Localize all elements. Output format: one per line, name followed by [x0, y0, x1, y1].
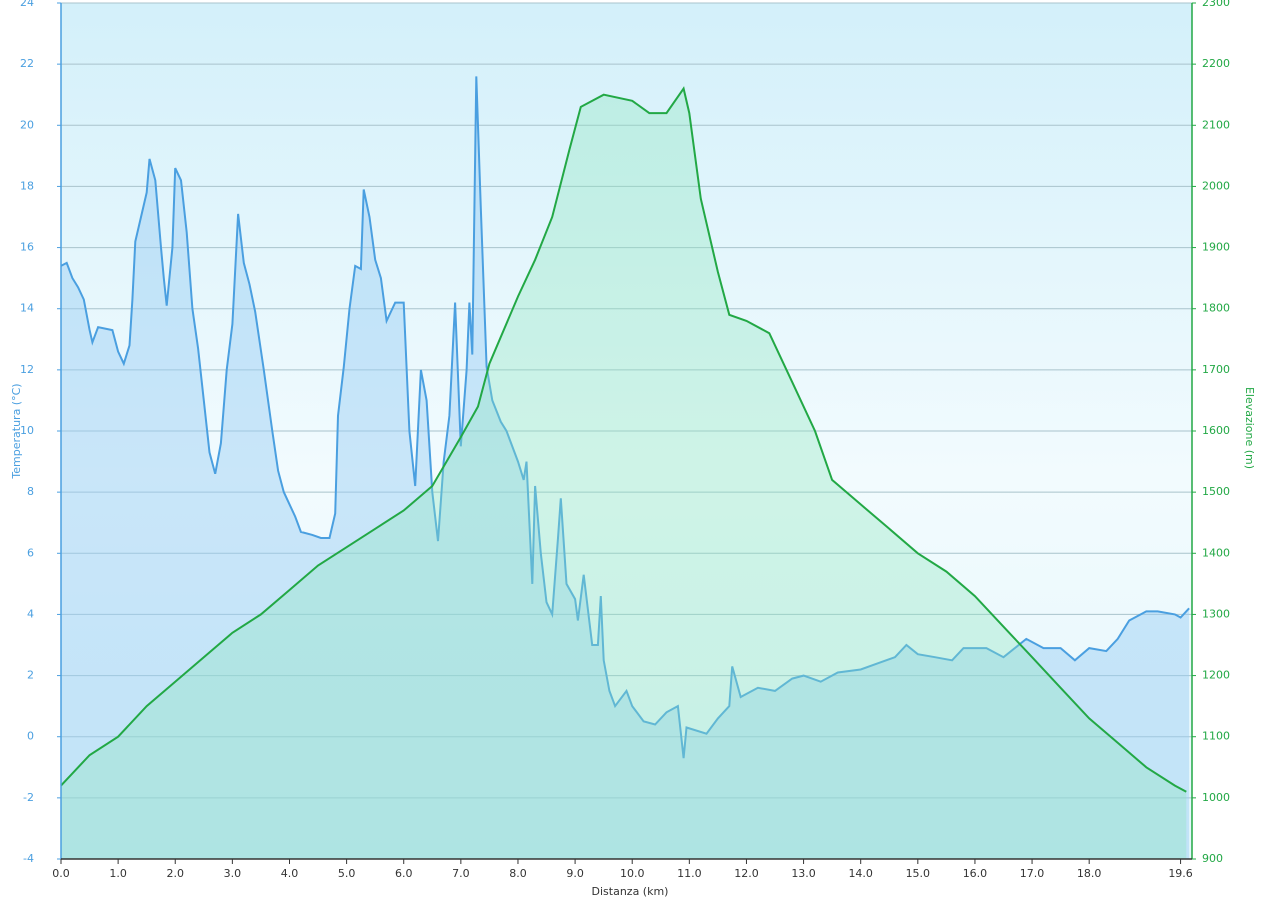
y2-tick-label: 1300 — [1202, 607, 1230, 620]
y-tick-label: 14 — [20, 302, 34, 315]
y-tick-label: -4 — [23, 852, 34, 865]
x-tick-label: 16.0 — [963, 867, 988, 880]
y2-tick-label: 1100 — [1202, 730, 1230, 743]
y-tick-label: 2 — [27, 669, 34, 682]
y2-tick-label: 1200 — [1202, 669, 1230, 682]
y2-tick-label: 1700 — [1202, 363, 1230, 376]
y2-tick-label: 1900 — [1202, 241, 1230, 254]
y-tick-label: 6 — [27, 546, 34, 559]
y-tick-label: 0 — [27, 730, 34, 743]
x-tick-label: 14.0 — [848, 867, 873, 880]
x-tick-label: 7.0 — [452, 867, 470, 880]
line — [60, 86, 1187, 793]
y2-tick-label: 1500 — [1202, 485, 1230, 498]
x-tick-label: 5.0 — [338, 867, 356, 880]
y2-axis-label: Elevazione (m) — [1243, 387, 1256, 469]
x-tick-label: 2.0 — [166, 867, 184, 880]
x-tick-label: 9.0 — [566, 867, 584, 880]
y2-tick-label: 900 — [1202, 852, 1223, 865]
y-tick-label: 8 — [27, 485, 34, 498]
y-tick-label: -2 — [23, 791, 34, 804]
x-tick-label: 19.6 — [1168, 867, 1193, 880]
y2-tick-label: 1000 — [1202, 791, 1230, 804]
x-tick-label: 4.0 — [281, 867, 299, 880]
x-tick-label: 8.0 — [509, 867, 527, 880]
y2-tick-label: 2000 — [1202, 179, 1230, 192]
y-tick-label: 24 — [20, 0, 34, 9]
y2-tick-label: 2100 — [1202, 118, 1230, 131]
area — [61, 76, 1190, 859]
x-tick-label: 0.0 — [52, 867, 70, 880]
x-tick-label: 11.0 — [677, 867, 702, 880]
y-tick-label: 10 — [20, 424, 34, 437]
x-tick-label: 10.0 — [620, 867, 645, 880]
y-tick-label: 18 — [20, 179, 34, 192]
x-tick-label: 6.0 — [395, 867, 413, 880]
x-tick-label: 12.0 — [734, 867, 759, 880]
y-tick-label: 22 — [20, 57, 34, 70]
area — [61, 88, 1187, 860]
y2-tick-label: 2300 — [1202, 0, 1230, 9]
y2-tick-label: 1600 — [1202, 424, 1230, 437]
y-axis-label: Temperatura (°C) — [10, 383, 23, 479]
y-tick-label: 16 — [20, 241, 34, 254]
y-tick-label: 12 — [20, 363, 34, 376]
x-tick-label: 3.0 — [224, 867, 242, 880]
x-tick-label: 17.0 — [1020, 867, 1045, 880]
line — [60, 76, 1190, 759]
y2-tick-label: 1400 — [1202, 546, 1230, 559]
x-tick-label: 18.0 — [1077, 867, 1102, 880]
x-tick-label: 15.0 — [906, 867, 931, 880]
y2-tick-label: 2200 — [1202, 57, 1230, 70]
y-tick-label: 4 — [27, 607, 34, 620]
y2-tick-label: 1800 — [1202, 302, 1230, 315]
y-tick-label: 20 — [20, 118, 34, 131]
x-axis-label: Distanza (km) — [592, 885, 669, 898]
x-tick-label: 13.0 — [791, 867, 816, 880]
x-tick-label: 1.0 — [109, 867, 127, 880]
